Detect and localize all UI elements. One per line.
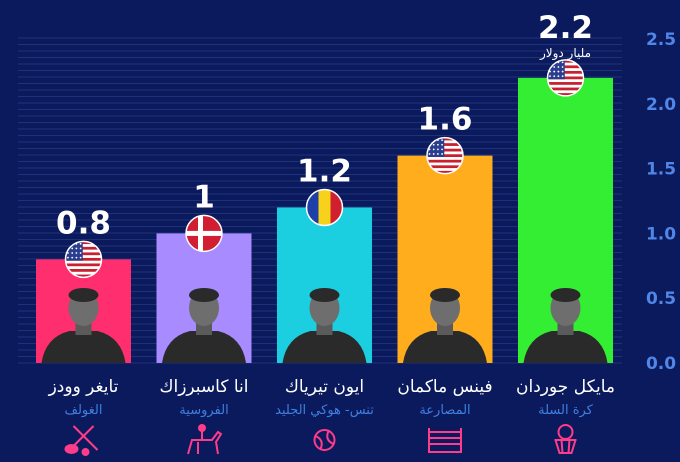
athlete-photo <box>403 288 487 363</box>
sport-label: الفروسية <box>179 403 228 418</box>
usa-flag-icon <box>64 240 103 279</box>
y-axis: 0.0 0.5 1.0 1.5 2.0 2.5 <box>646 30 676 374</box>
sport-label: المصارعة <box>419 403 470 418</box>
sport-label: تنس- هوكي الجليد <box>275 403 374 418</box>
bars-group <box>36 59 613 363</box>
athlete-name: تايغر وودز <box>48 377 119 397</box>
y-tick-label: 1.5 <box>646 160 676 180</box>
bar-value-label: 1.6 <box>418 102 473 138</box>
bar-value-label: 0.8 <box>56 205 111 241</box>
usa-flag-icon <box>546 59 585 97</box>
athlete-name: فينس ماكمان <box>397 377 492 397</box>
labels-group: 0.8 تايغر وودز الغولف 1 انا كاسبرزاك الفروسية… <box>48 10 615 456</box>
y-tick-label: 1.0 <box>646 224 676 244</box>
wrestling-ring-icon <box>428 428 462 453</box>
y-tick-label: 0.0 <box>646 354 676 374</box>
equestrian-icon <box>187 424 223 455</box>
sport-label: كرة السلة <box>538 403 594 418</box>
basketball-hoop-icon <box>554 424 577 454</box>
sport-label: الغولف <box>65 403 103 418</box>
athlete-photo <box>523 288 608 363</box>
romania-flag-icon <box>305 188 344 227</box>
athlete-name: ايون تيرياك <box>285 377 364 397</box>
athlete-name: انا كاسبرزاك <box>159 377 248 397</box>
y-tick-label: 0.5 <box>646 289 676 309</box>
bar-value-label: 2.2 <box>538 10 593 46</box>
athlete-photo <box>162 288 246 363</box>
y-tick-label: 2.5 <box>646 30 676 50</box>
tennis-ball-icon <box>313 429 336 451</box>
athlete-photo <box>282 288 367 363</box>
usa-flag-icon <box>426 136 464 175</box>
athlete-photo <box>41 288 126 363</box>
bar-value-label: 1 <box>193 179 215 215</box>
y-tick-label: 2.0 <box>646 95 676 115</box>
unit-label: مليار دولار <box>539 46 591 61</box>
athlete-name: مايكل جوردان <box>516 377 615 397</box>
bar-value-label: 1.2 <box>297 153 352 189</box>
golf-icon <box>64 425 99 456</box>
denmark-flag-icon <box>185 214 223 253</box>
